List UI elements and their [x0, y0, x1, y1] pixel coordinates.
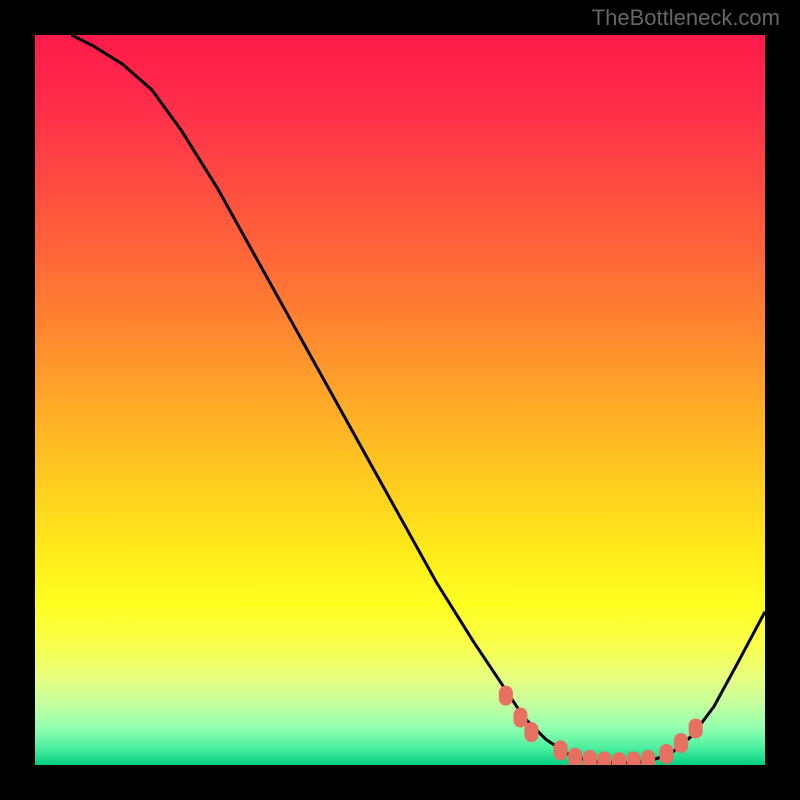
marker-point: [597, 751, 611, 765]
bottleneck-curve: [72, 35, 766, 764]
marker-point: [612, 752, 626, 765]
marker-point: [641, 750, 655, 765]
marker-point: [513, 708, 527, 728]
marker-point: [659, 744, 673, 764]
curve-layer: [35, 35, 765, 765]
marker-point: [524, 722, 538, 742]
marker-point: [499, 686, 513, 706]
marker-point: [674, 733, 688, 753]
plot-area: [35, 35, 765, 765]
marker-point: [568, 748, 582, 765]
marker-point: [689, 719, 703, 739]
watermark-text: TheBottleneck.com: [592, 5, 780, 31]
markers-group: [499, 686, 703, 765]
marker-point: [627, 751, 641, 765]
marker-point: [583, 750, 597, 765]
marker-point: [554, 740, 568, 760]
